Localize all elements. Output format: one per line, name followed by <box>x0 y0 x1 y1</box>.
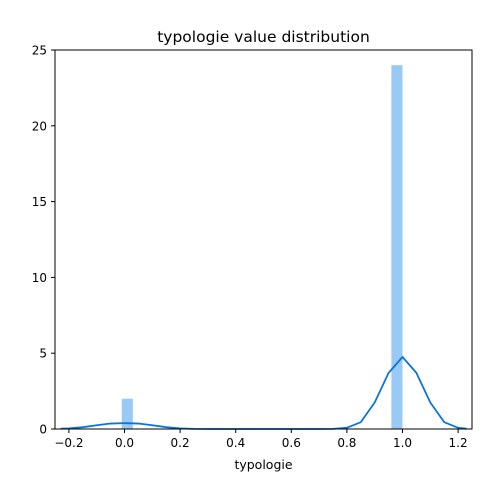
x-tick-label: 0.0 <box>115 436 134 450</box>
histogram-bar <box>121 398 133 429</box>
x-axis-ticks: −0.2 0.0 0.2 0.4 0.6 0.8 1.0 1.2 <box>54 429 468 450</box>
y-tick-label: 0 <box>39 423 47 437</box>
y-tick-label: 15 <box>32 195 47 209</box>
y-axis-ticks: 0 5 10 15 20 25 <box>32 44 55 437</box>
histogram-bar <box>391 65 403 429</box>
kde-curve <box>60 355 467 430</box>
y-tick-label: 25 <box>32 44 47 58</box>
x-tick-label: 1.0 <box>393 436 412 450</box>
y-tick-label: 10 <box>32 271 47 285</box>
x-tick-label: 0.2 <box>171 436 190 450</box>
histogram-bars <box>121 65 403 429</box>
x-tick-label: 0.4 <box>226 436 245 450</box>
x-tick-label: 0.6 <box>282 436 301 450</box>
plot-frame <box>54 49 473 430</box>
x-axis-label: typologie <box>234 457 292 472</box>
chart-title: typologie value distribution <box>157 28 370 46</box>
x-tick-label: 1.2 <box>449 436 468 450</box>
y-tick-label: 5 <box>39 347 47 361</box>
x-tick-label: −0.2 <box>54 436 83 450</box>
x-tick-label: 0.8 <box>337 436 356 450</box>
y-tick-label: 20 <box>32 119 47 133</box>
